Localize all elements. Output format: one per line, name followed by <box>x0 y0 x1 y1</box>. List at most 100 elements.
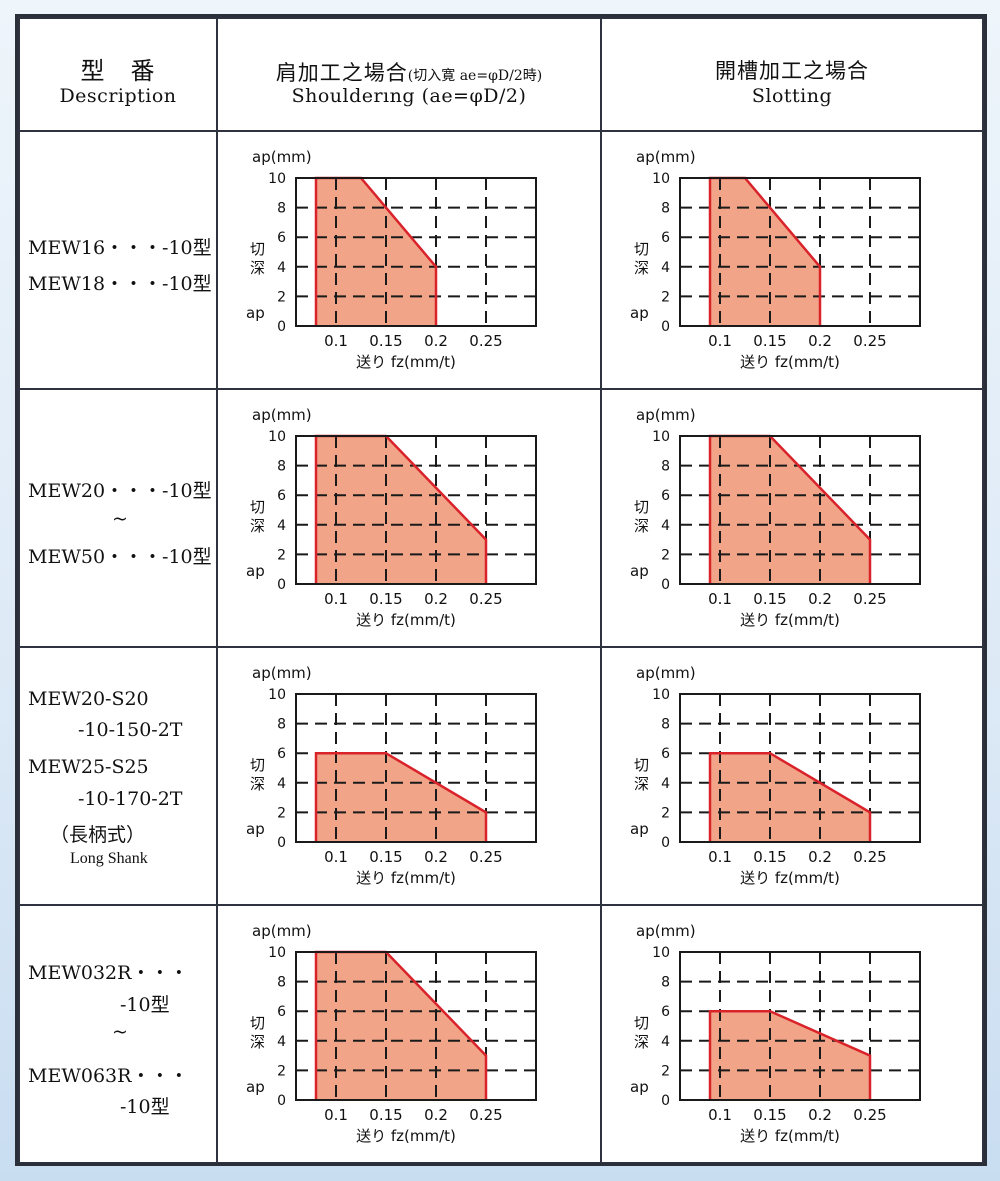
y-side-label-3: ap <box>246 1078 265 1096</box>
y-tick-label: 6 <box>277 746 286 762</box>
row-2-desc-line-3: MEW50・・・-10型 <box>28 546 212 568</box>
header-shouldering-en: Shoulderıng (ae=φD/2) <box>291 85 527 107</box>
row-3-desc-line-4: -10-170-2T <box>78 788 183 810</box>
row-3-desc-line-5: （長柄式） <box>50 824 146 846</box>
y-axis-title: ap(mm) <box>252 148 312 166</box>
y-tick-label: 2 <box>277 805 286 821</box>
x-tick-label: 0.25 <box>469 332 502 350</box>
row-1-shouldering-chart-cell: 0 2 4 6 8 10 0.1 0.15 0.2 0.25 ap(mm) 切深 ap 送り fz(mm/… <box>216 130 602 390</box>
area-chart: 0 2 4 6 8 10 0.1 0.15 0.2 0.25 ap(mm) 切深 ap 送り fz(mm/… <box>246 406 537 629</box>
row-2-desc-line-2: ~ <box>112 508 128 530</box>
y-tick-label: 6 <box>277 1004 286 1020</box>
row-3-desc-line-2: -10-150-2T <box>78 719 183 741</box>
grid-lines <box>680 178 920 326</box>
header-shouldering-cell: 肩加工之場合(切入寛 ae=φD/2時) Shoulderıng (ae=φD/… <box>216 17 602 132</box>
y-tick-label: 8 <box>277 975 286 991</box>
y-tick-label: 0 <box>277 1093 286 1109</box>
y-tick-label: 8 <box>661 459 670 475</box>
row-1-description-cell: MEW16・・・-10型 MEW18・・・-10型 <box>18 130 218 390</box>
x-tick-label: 0.1 <box>708 332 732 350</box>
x-tick-label: 0.2 <box>808 332 832 350</box>
header-description-jp: 型 番 <box>80 57 156 85</box>
x-tick-label: 0.2 <box>808 1106 832 1124</box>
x-tick-label: 0.1 <box>324 590 348 608</box>
y-tick-label: 10 <box>268 429 286 445</box>
y-side-label-3: ap <box>630 820 649 838</box>
feasible-region-area <box>710 178 820 326</box>
x-tick-label: 0.25 <box>469 1106 502 1124</box>
y-side-label-1: 切 <box>634 240 649 258</box>
y-axis-title: ap(mm) <box>252 406 312 424</box>
x-tick-label: 0.15 <box>369 332 402 350</box>
row-1-desc-line-1: MEW16・・・-10型 <box>28 237 212 259</box>
y-tick-label: 8 <box>277 717 286 733</box>
x-tick-label: 0.2 <box>808 590 832 608</box>
y-side-label-1: 切 <box>250 240 265 258</box>
y-side-label-3: ap <box>246 820 265 838</box>
y-side-label-1: 切 <box>634 756 649 774</box>
area-chart: 0 2 4 6 8 10 0.1 0.15 0.2 0.25 ap(mm) 切深 ap 送り fz(mm/… <box>630 922 921 1145</box>
header-slotting-jp: 開槽加工之場合 <box>715 59 869 83</box>
y-axis-title: ap(mm) <box>636 148 696 166</box>
y-tick-label: 0 <box>661 835 670 851</box>
row-4-desc-line-3: ~ <box>112 1021 128 1043</box>
row-3-slotting-chart-cell: 0 2 4 6 8 10 0.1 0.15 0.2 0.25 ap(mm) 切深 ap 送り fz(mm/… <box>600 646 984 906</box>
feasible-region-area <box>316 753 486 842</box>
y-tick-label: 10 <box>268 687 286 703</box>
grid-lines <box>296 952 536 1100</box>
y-axis-title: ap(mm) <box>252 664 312 682</box>
x-tick-label: 0.2 <box>424 332 448 350</box>
y-side-label-1: 切 <box>250 756 265 774</box>
y-tick-label: 8 <box>661 201 670 217</box>
x-axis-title: 送り fz(mm/t) <box>356 611 456 629</box>
y-tick-label: 2 <box>661 1063 670 1079</box>
area-chart: 0 2 4 6 8 10 0.1 0.15 0.2 0.25 ap(mm) 切深 ap 送り fz(mm/… <box>630 664 921 887</box>
row-3-shouldering-chart-cell: 0 2 4 6 8 10 0.1 0.15 0.2 0.25 ap(mm) 切深 ap 送り fz(mm/… <box>216 646 602 906</box>
row-4-slotting-chart-cell: 0 2 4 6 8 10 0.1 0.15 0.2 0.25 ap(mm) 切深 ap 送り fz(mm/… <box>600 904 984 1164</box>
y-tick-label: 6 <box>661 488 670 504</box>
y-side-label-1: 切 <box>634 498 649 516</box>
grid-lines <box>296 178 536 326</box>
y-side-label-2: 深 <box>634 517 649 535</box>
plot-frame <box>295 435 537 585</box>
boundary-line <box>708 1009 872 1100</box>
x-tick-label: 0.2 <box>424 848 448 866</box>
y-tick-label: 10 <box>268 945 286 961</box>
feasible-region-area <box>710 753 870 842</box>
plot-frame <box>295 177 537 327</box>
y-tick-label: 2 <box>661 547 670 563</box>
y-side-label-3: ap <box>630 1078 649 1096</box>
x-axis-title: 送り fz(mm/t) <box>740 1127 840 1145</box>
y-side-label-3: ap <box>246 562 265 580</box>
plot-frame <box>295 951 537 1101</box>
y-tick-label: 6 <box>277 488 286 504</box>
row-4-desc-line-1: MEW032R・・・ <box>28 962 189 984</box>
y-tick-label: 10 <box>652 171 670 187</box>
plot-frame <box>679 693 921 843</box>
y-tick-label: 0 <box>277 577 286 593</box>
y-side-label-2: 深 <box>250 1033 265 1051</box>
plot-frame <box>679 951 921 1101</box>
y-tick-label: 10 <box>652 429 670 445</box>
row-3-desc-line-6: Long Shank <box>70 850 148 867</box>
y-tick-label: 6 <box>661 1004 670 1020</box>
row-3-desc-line-1: MEW20-S20 <box>28 688 149 710</box>
y-axis-title: ap(mm) <box>636 406 696 424</box>
plot-frame <box>679 177 921 327</box>
x-tick-label: 0.15 <box>753 332 786 350</box>
row-2-description-cell: MEW20・・・-10型 ~ MEW50・・・-10型 <box>18 388 218 648</box>
feasible-region-area <box>710 1011 870 1100</box>
y-tick-label: 2 <box>661 805 670 821</box>
y-tick-label: 4 <box>277 260 286 276</box>
y-tick-label: 6 <box>661 230 670 246</box>
x-tick-label: 0.15 <box>369 1106 402 1124</box>
x-tick-label: 0.1 <box>324 848 348 866</box>
area-chart: 0 2 4 6 8 10 0.1 0.15 0.2 0.25 ap(mm) 切深 ap 送り fz(mm/… <box>246 664 537 887</box>
y-side-label-2: 深 <box>634 259 649 277</box>
y-tick-label: 8 <box>661 717 670 733</box>
x-tick-label: 0.15 <box>369 590 402 608</box>
y-side-label-2: 深 <box>634 1033 649 1051</box>
x-tick-label: 0.25 <box>853 590 886 608</box>
x-tick-label: 0.25 <box>469 848 502 866</box>
x-tick-label: 0.15 <box>369 848 402 866</box>
